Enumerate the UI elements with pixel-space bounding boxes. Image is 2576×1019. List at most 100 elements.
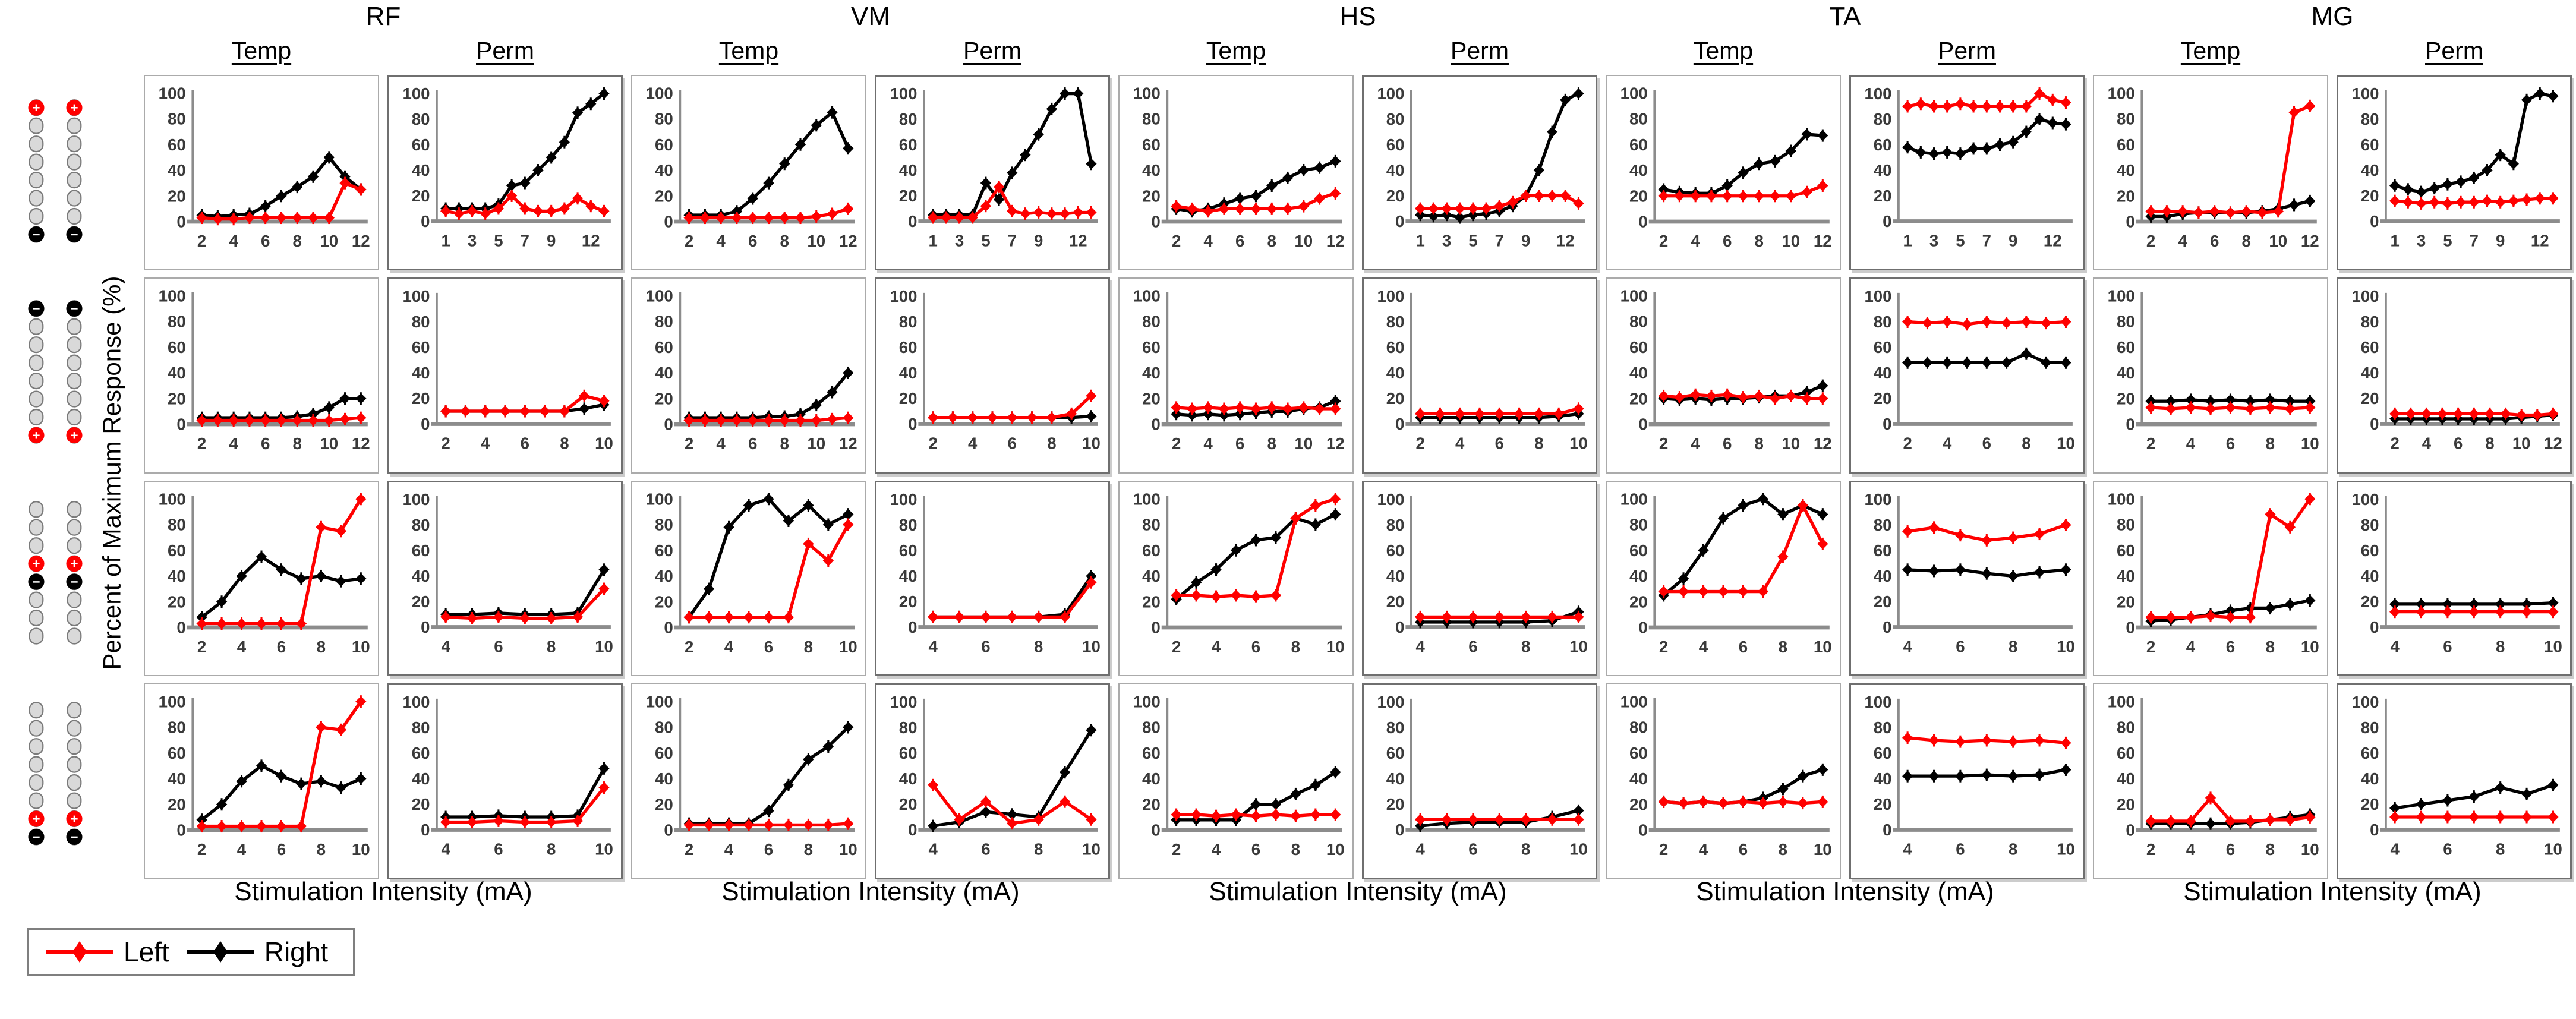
svg-text:10: 10 bbox=[595, 434, 613, 453]
chart-cell-VM-Temp-row3: 100 80 60 40 20 0 2 4 6 8 10 bbox=[627, 477, 871, 680]
chart-panel-MG-Temp-row3: 100 80 60 40 20 0 2 4 6 8 10 bbox=[2093, 480, 2328, 677]
svg-text:40: 40 bbox=[1142, 769, 1161, 788]
svg-text:10: 10 bbox=[2057, 637, 2075, 655]
chart-panel-RF-Temp-row3: 100 80 60 40 20 0 2 4 6 8 10 bbox=[144, 480, 379, 677]
svg-text:6: 6 bbox=[748, 232, 757, 250]
svg-text:10: 10 bbox=[595, 637, 613, 655]
svg-text:60: 60 bbox=[2361, 135, 2379, 154]
svg-text:100: 100 bbox=[159, 84, 186, 102]
column-header-VM-Temp: Temp bbox=[718, 37, 779, 64]
svg-text:6: 6 bbox=[1723, 232, 1732, 250]
chart-svg-RF-Temp-row3: 100 80 60 40 20 02 4 6 8 10 bbox=[159, 490, 370, 656]
svg-text:80: 80 bbox=[2117, 313, 2135, 331]
svg-text:80: 80 bbox=[412, 313, 430, 331]
svg-text:4: 4 bbox=[1691, 232, 1700, 250]
svg-text:8: 8 bbox=[1267, 232, 1276, 250]
svg-text:6: 6 bbox=[1723, 435, 1732, 453]
chart-panel-HS-Temp-row2: 100 80 60 40 20 0 2 4 6 8 10 12 bbox=[1118, 277, 1354, 474]
svg-text:100: 100 bbox=[402, 84, 430, 103]
svg-text:60: 60 bbox=[655, 338, 673, 357]
left-series bbox=[440, 390, 610, 418]
svg-text:2: 2 bbox=[1659, 840, 1668, 859]
svg-text:80: 80 bbox=[2117, 718, 2135, 737]
svg-text:+: + bbox=[70, 557, 78, 572]
chart-cell-HS-Perm-row1: 100 80 60 40 20 0 1 3 5 7 9 12 bbox=[1358, 71, 1601, 274]
svg-text:80: 80 bbox=[412, 516, 430, 534]
chart-cell-MG-Temp-row1: 100 80 60 40 20 0 2 4 6 8 10 12 bbox=[2089, 71, 2332, 274]
svg-text:0: 0 bbox=[664, 415, 673, 434]
right-series bbox=[196, 759, 367, 826]
svg-text:7: 7 bbox=[1982, 231, 1991, 250]
svg-text:3: 3 bbox=[468, 231, 477, 250]
svg-text:6: 6 bbox=[1235, 435, 1244, 453]
svg-text:6: 6 bbox=[2454, 434, 2463, 453]
chart-svg-TA-Perm-row2: 100 80 60 40 20 02 4 6 8 10 bbox=[1864, 287, 2074, 453]
chart-svg-TA-Temp-row3: 100 80 60 40 20 02 4 6 8 10 bbox=[1620, 490, 1832, 656]
svg-text:6: 6 bbox=[981, 637, 990, 655]
svg-text:100: 100 bbox=[2351, 84, 2379, 103]
left-series bbox=[1171, 808, 1341, 822]
svg-text:100: 100 bbox=[2351, 287, 2379, 305]
svg-text:80: 80 bbox=[2361, 110, 2379, 128]
svg-text:10: 10 bbox=[2269, 232, 2287, 250]
svg-text:8: 8 bbox=[2022, 434, 2030, 453]
svg-text:0: 0 bbox=[2126, 821, 2134, 840]
svg-text:10: 10 bbox=[807, 435, 825, 453]
electrode-montage-row-1: + − + − bbox=[11, 71, 100, 272]
svg-text:8: 8 bbox=[780, 435, 789, 453]
svg-text:0: 0 bbox=[1883, 415, 1891, 433]
svg-text:8: 8 bbox=[1755, 435, 1764, 453]
group-subheaders-RF: Temp Perm bbox=[140, 33, 627, 70]
svg-text:40: 40 bbox=[412, 769, 430, 788]
svg-text:8: 8 bbox=[1779, 638, 1787, 656]
right-series bbox=[2389, 779, 2559, 815]
svg-text:100: 100 bbox=[402, 287, 430, 305]
chart-panel-TA-Perm-row4: 100 80 60 40 20 0 4 6 8 10 bbox=[1849, 683, 2085, 879]
x-axis-label-TA: Stimulation Intensity (mA) bbox=[1696, 877, 1994, 906]
chart-panel-VM-Perm-row2: 100 80 60 40 20 0 2 4 6 8 10 bbox=[875, 277, 1110, 474]
chart-cell-HS-Perm-row3: 100 80 60 40 20 0 4 6 8 10 bbox=[1358, 477, 1601, 680]
svg-text:100: 100 bbox=[2108, 84, 2135, 102]
svg-text:4: 4 bbox=[441, 637, 450, 655]
svg-text:10: 10 bbox=[839, 638, 857, 656]
svg-text:10: 10 bbox=[1326, 638, 1345, 656]
left-series bbox=[196, 176, 367, 226]
svg-text:10: 10 bbox=[320, 232, 338, 250]
svg-text:20: 20 bbox=[412, 592, 430, 611]
svg-text:4: 4 bbox=[928, 840, 938, 859]
svg-text:8: 8 bbox=[1521, 840, 1530, 859]
svg-text:20: 20 bbox=[1386, 592, 1405, 611]
chart-svg-TA-Temp-row2: 100 80 60 40 20 02 4 6 8 10 12 bbox=[1620, 287, 1832, 453]
group-title-HS: HS bbox=[1339, 2, 1376, 31]
svg-text:0: 0 bbox=[664, 821, 673, 840]
left-series bbox=[2389, 605, 2559, 618]
svg-text:3: 3 bbox=[955, 231, 964, 250]
chart-panel-RF-Perm-row1: 100 80 60 40 20 0 1 3 5 7 9 12 bbox=[387, 75, 623, 271]
svg-text:−: − bbox=[32, 227, 40, 242]
chart-panel-RF-Temp-row4: 100 80 60 40 20 0 2 4 6 8 10 bbox=[144, 683, 379, 879]
svg-text:10: 10 bbox=[1569, 840, 1588, 859]
svg-text:40: 40 bbox=[2117, 567, 2135, 585]
svg-text:80: 80 bbox=[1386, 516, 1405, 534]
svg-text:2: 2 bbox=[2146, 638, 2155, 656]
svg-text:60: 60 bbox=[2117, 338, 2135, 357]
svg-text:6: 6 bbox=[764, 638, 773, 656]
cathode-contact-icon bbox=[66, 226, 83, 243]
svg-text:2: 2 bbox=[1172, 232, 1181, 250]
right-series bbox=[927, 724, 1097, 832]
svg-text:4: 4 bbox=[1212, 638, 1221, 656]
svg-text:40: 40 bbox=[2117, 364, 2135, 382]
svg-text:20: 20 bbox=[1142, 187, 1161, 205]
svg-text:−: − bbox=[32, 301, 40, 316]
svg-text:+: + bbox=[70, 100, 78, 115]
svg-text:4: 4 bbox=[2390, 840, 2400, 859]
svg-text:−: − bbox=[70, 575, 78, 589]
chart-panel-HS-Perm-row2: 100 80 60 40 20 0 2 4 6 8 10 bbox=[1362, 277, 1597, 474]
chart-grid: 100 80 60 40 20 0 2 4 6 8 10 12 100 80 60 40 20 0 1 3 5 7 9 12 1… bbox=[140, 71, 2576, 879]
chart-svg-VM-Temp-row4: 100 80 60 40 20 02 4 6 8 10 bbox=[646, 692, 857, 859]
group-subheaders-VM: Temp Perm bbox=[627, 33, 1114, 70]
group-title-VM: VM bbox=[851, 2, 890, 31]
chart-panel-HS-Temp-row3: 100 80 60 40 20 0 2 4 6 8 10 bbox=[1118, 480, 1354, 677]
svg-text:80: 80 bbox=[1386, 313, 1405, 331]
chart-panel-RF-Temp-row1: 100 80 60 40 20 0 2 4 6 8 10 12 bbox=[144, 75, 379, 271]
